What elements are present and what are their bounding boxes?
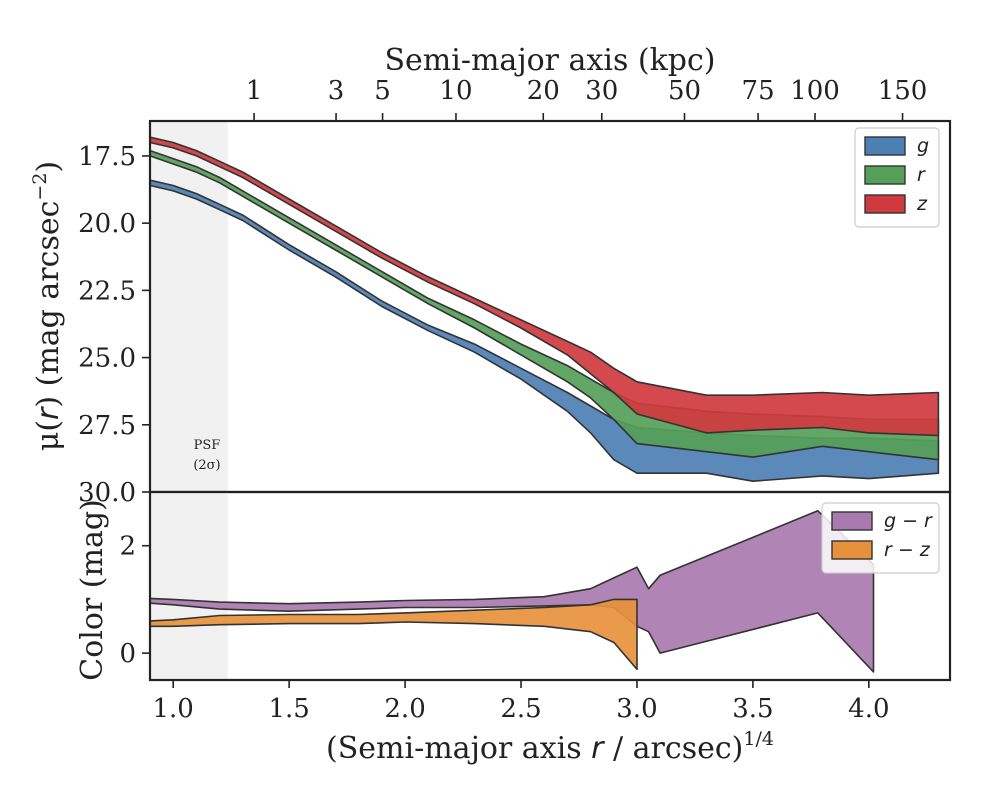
x-tick-label: 2.5 (500, 694, 541, 724)
bottom-y-axis-label: Color (mag) (75, 499, 110, 681)
top-y-axis: 17.5 20.0 22.5 25.0 27.5 30.0 (78, 142, 150, 508)
y-tick-label: 20.0 (78, 209, 136, 239)
y-tick-label: 25.0 (78, 344, 136, 374)
top-x-tick-label: 3 (328, 76, 345, 106)
legend-swatch (864, 194, 906, 214)
top-x-axis-kpc: 1 3 5 10 20 30 50 75 100 150 (246, 76, 928, 121)
x-tick-label: 1.5 (268, 694, 309, 724)
legend-label: z (916, 193, 928, 215)
psf-label: PSF (194, 438, 221, 453)
psf-band-bottom (150, 492, 228, 680)
x-tick-label: 4.0 (848, 694, 889, 724)
top-x-axis-label: Semi-major axis (kpc) (385, 43, 716, 78)
top-x-tick-label: 100 (790, 76, 840, 106)
legend-label: g (917, 135, 929, 157)
y-tick-label: 30.0 (78, 478, 136, 508)
x-tick-label: 2.0 (384, 694, 425, 724)
y-tick-label: 22.5 (78, 276, 136, 306)
top-x-tick-label: 75 (742, 76, 775, 106)
top-x-tick-label: 5 (374, 76, 391, 106)
band-r-z (149, 598, 638, 671)
legend-swatch (864, 165, 906, 185)
top-legend: grz (854, 127, 940, 228)
color-panel: 02 1.0 1.5 2.0 2.5 3.0 3.5 4.0 g − rr − z (119, 490, 952, 724)
y-tick-label: 27.5 (78, 411, 136, 441)
legend-swatch (831, 511, 873, 531)
band-g-r (149, 510, 875, 673)
bottom-legend: g − r r − z (821, 502, 940, 574)
top-x-tick-label: 20 (527, 76, 560, 106)
legend-swatch (831, 540, 873, 560)
bottom-x-axis-label: (Semi-major axis r / arcsec)1/4 (326, 728, 774, 766)
x-tick-label: 3.5 (732, 694, 773, 724)
top-x-tick-label: 1 (246, 76, 263, 106)
y-tick-label: 0 (119, 639, 136, 669)
bottom-x-axis: 1.0 1.5 2.0 2.5 3.0 3.5 4.0 (153, 680, 890, 724)
x-tick-label: 1.0 (153, 694, 194, 724)
y-tick-label: 2 (119, 532, 136, 562)
legend-label: r (917, 164, 926, 186)
psf-sigma-label: (2σ) (193, 458, 220, 473)
surface-brightness-series (149, 136, 940, 482)
top-x-tick-label: 30 (585, 76, 618, 106)
surface-brightness-panel: PSF (2σ) 17.5 20.0 22.5 25.0 27.5 30.0 1 3 5 10 2… (78, 76, 952, 508)
top-y-axis-label: μ(r) (mag arcsec−2) (29, 161, 66, 451)
legend-swatch (864, 136, 906, 156)
legend-label: g − r (884, 510, 933, 532)
band-z (149, 136, 940, 437)
bottom-y-axis: 02 (119, 532, 150, 669)
y-tick-label: 17.5 (78, 142, 136, 172)
top-x-tick-label: 50 (668, 76, 701, 106)
top-x-tick-label: 150 (878, 76, 928, 106)
legend-label: r − z (884, 539, 931, 561)
top-x-tick-label: 10 (439, 76, 472, 106)
x-tick-label: 3.0 (616, 694, 657, 724)
bottom-panel-frame (148, 490, 952, 682)
color-series (149, 510, 875, 673)
